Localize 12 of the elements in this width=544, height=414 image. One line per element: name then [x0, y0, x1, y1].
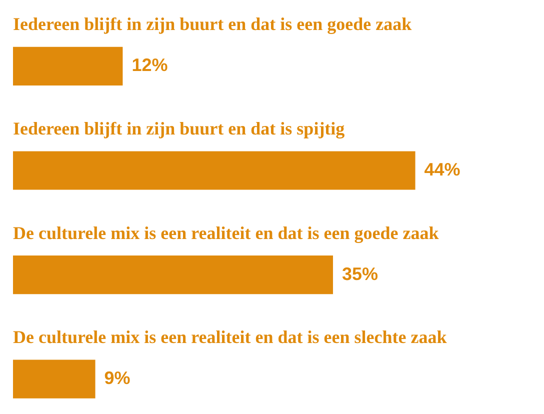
y-tick-label: De culturele mix is een realiteit en dat is een goede zaak: [13, 222, 439, 243]
y-tick-label: Iedereen blijft in zijn buurt en dat is een goede zaak: [13, 14, 412, 34]
data-label: 44%: [424, 160, 460, 180]
y-tick-label: Iedereen blijft in zijn buurt en dat is spijtig: [13, 118, 345, 138]
data-label: 12%: [132, 55, 168, 76]
data-label: 9%: [104, 368, 130, 388]
bar: [13, 151, 416, 190]
bar: [13, 46, 123, 86]
y-tick-label: De culturele mix is een realiteit en dat is een slechte zaak: [13, 327, 447, 348]
bar: [13, 255, 333, 294]
data-label: 35%: [342, 264, 378, 284]
bar: [13, 360, 96, 398]
